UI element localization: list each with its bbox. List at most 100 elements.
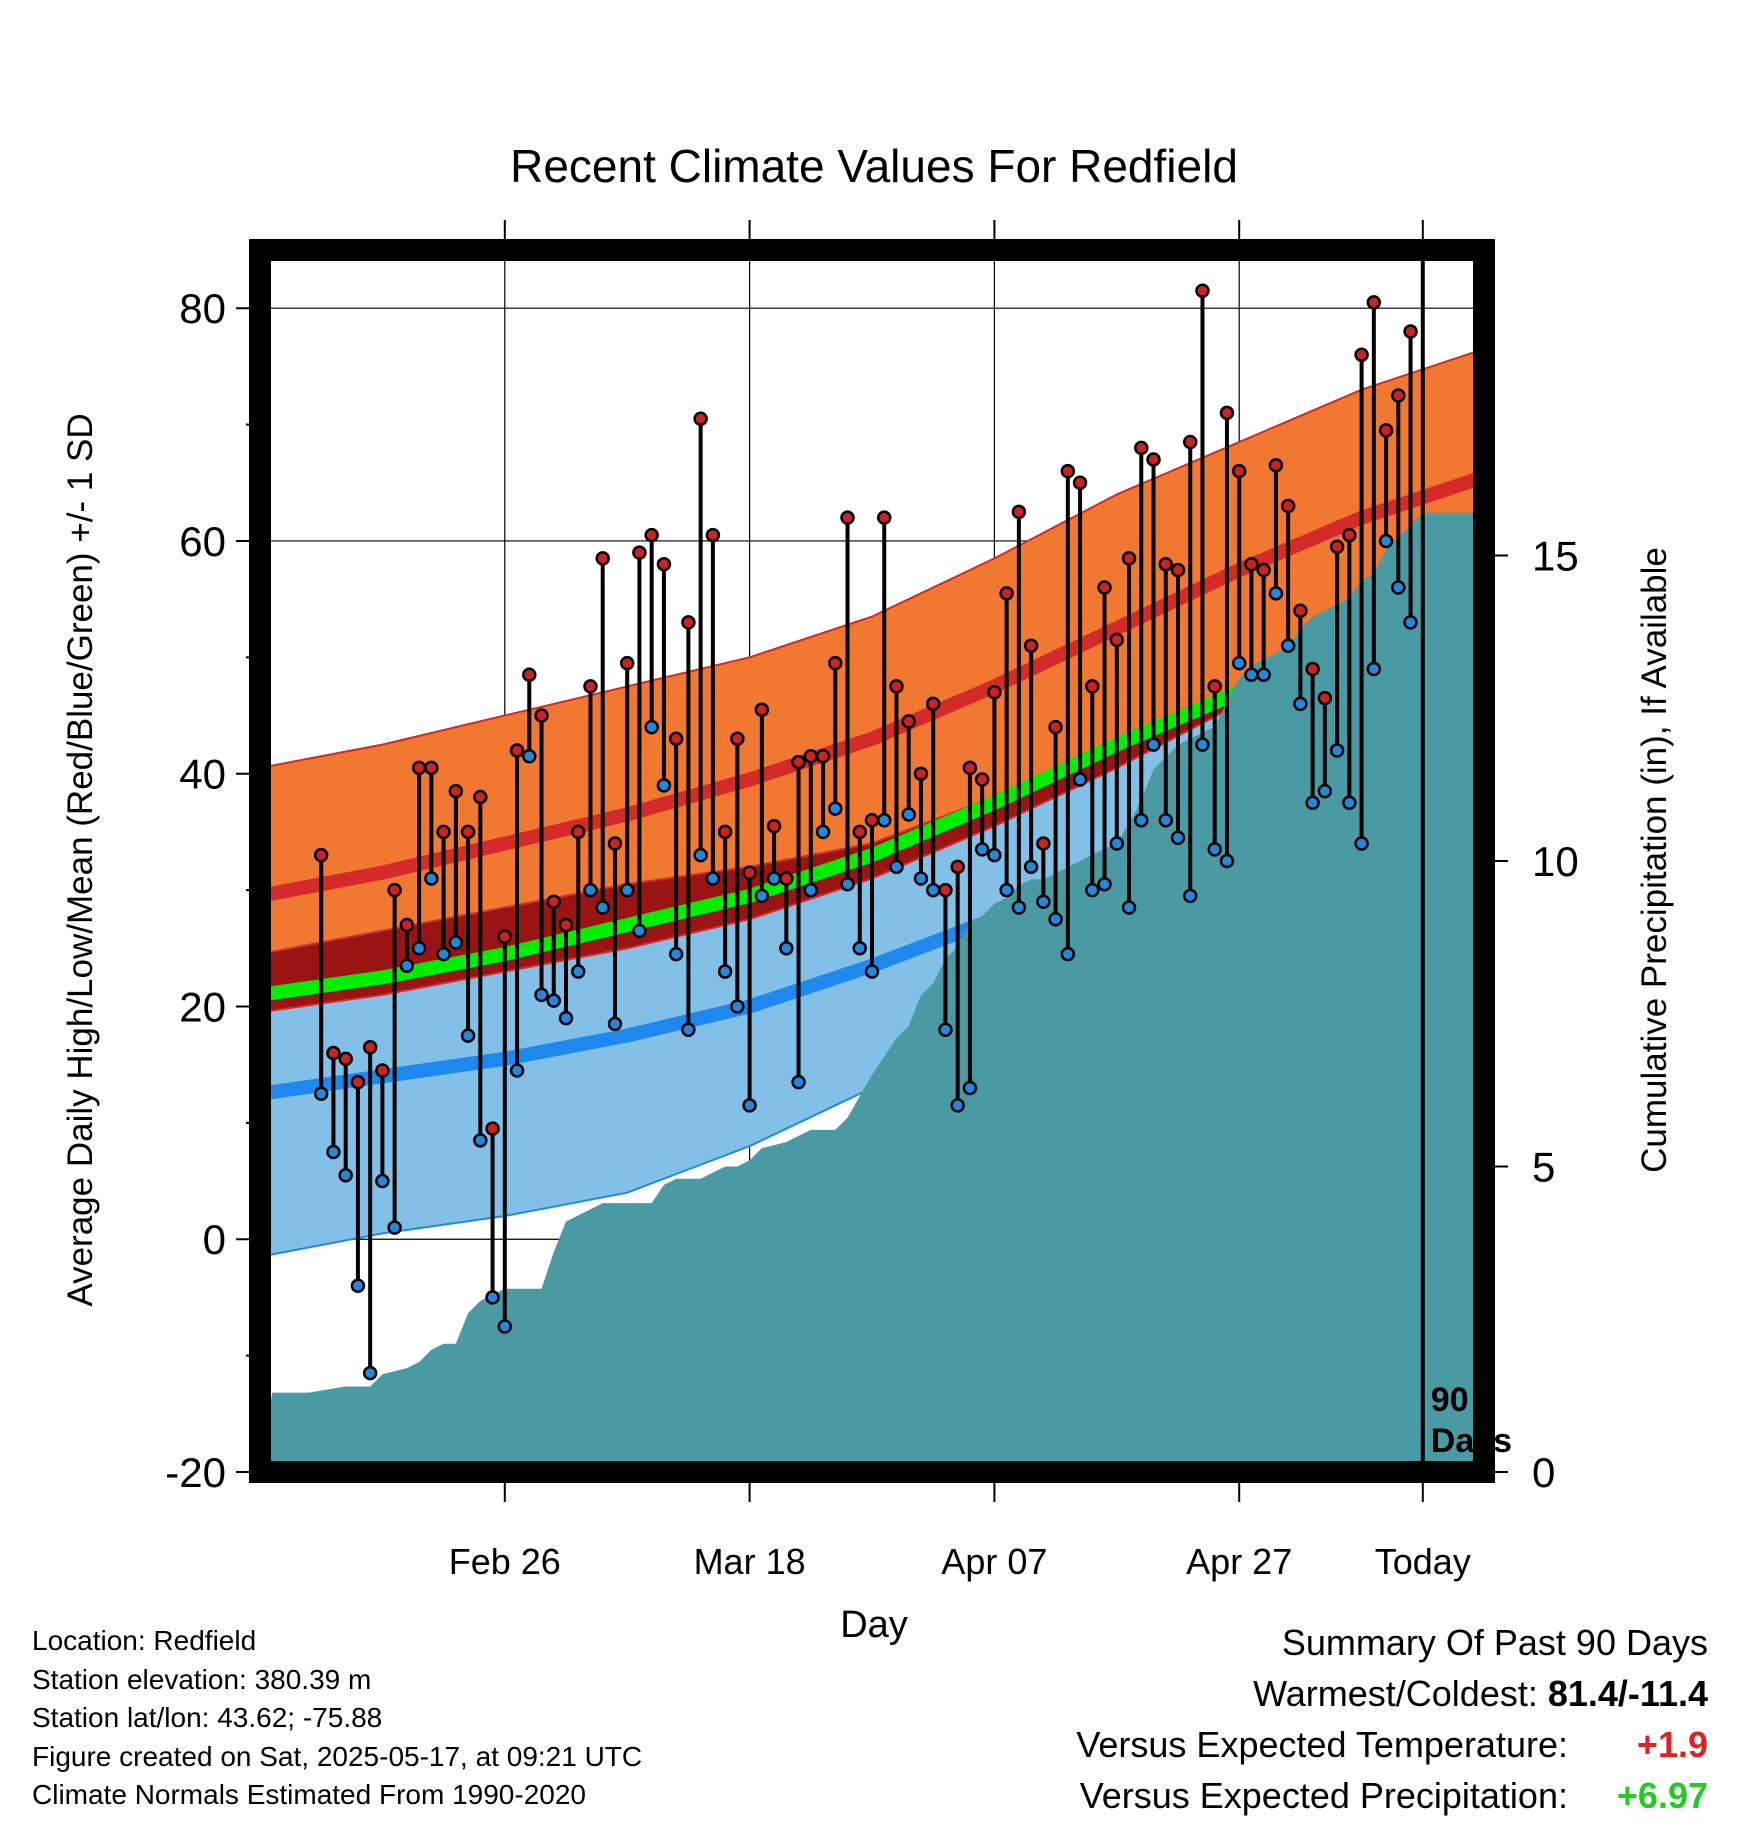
- temp-label: Versus Expected Temperature:: [1076, 1724, 1568, 1765]
- high-point: [1317, 690, 1333, 706]
- y2-tick-label: 0: [1532, 1449, 1555, 1496]
- y2-tick-label: 5: [1532, 1144, 1555, 1191]
- created-text: Figure created on Sat, 2025-05-17, at 09…: [32, 1740, 643, 1772]
- high-point: [1366, 295, 1382, 310]
- high-point: [840, 510, 855, 525]
- low-point: [1170, 830, 1186, 845]
- low-point: [326, 1144, 341, 1160]
- high-point: [362, 1039, 378, 1055]
- low-point: [1121, 900, 1137, 915]
- low-point: [313, 1086, 329, 1102]
- high-point: [387, 882, 402, 898]
- low-point: [1305, 795, 1320, 811]
- high-point: [730, 731, 745, 747]
- high-point: [705, 527, 721, 543]
- low-point: [1048, 911, 1063, 927]
- low-point: [534, 987, 549, 1003]
- high-point: [350, 1074, 366, 1090]
- normal-high-line: [260, 470, 1484, 903]
- low-point: [766, 871, 782, 886]
- normals-text: Climate Normals Estimated From 1990-2020: [32, 1779, 586, 1810]
- high-point: [1158, 556, 1174, 572]
- high-point: [1048, 719, 1063, 735]
- y2-tick-label: 15: [1532, 533, 1579, 580]
- low-point: [803, 882, 819, 898]
- low-point: [1097, 877, 1112, 892]
- low-point: [522, 749, 537, 764]
- high-point: [1060, 463, 1076, 479]
- low-point: [1378, 533, 1394, 549]
- high-point: [497, 929, 513, 944]
- high-point: [338, 1051, 353, 1067]
- high-point: [313, 847, 329, 863]
- x-tick-label: Apr 27: [1186, 1541, 1292, 1582]
- low-point: [1134, 813, 1149, 828]
- low-point: [436, 946, 451, 962]
- low-point: [1329, 743, 1345, 758]
- high-point: [1146, 452, 1161, 467]
- high-point: [766, 818, 782, 834]
- low-point: [864, 964, 880, 979]
- temp-value: +1.9: [1636, 1724, 1708, 1765]
- low-point: [595, 900, 610, 915]
- low-point: [1195, 737, 1210, 752]
- low-point: [1023, 859, 1039, 875]
- high-point: [656, 556, 672, 572]
- high-point: [1023, 638, 1039, 653]
- y2-axis-label: Cumulative Precipitation (in), If Availa…: [1635, 547, 1674, 1173]
- high-point: [779, 871, 794, 886]
- y-tick-label: 60: [179, 518, 226, 565]
- low-point: [1403, 615, 1418, 630]
- high-point: [1121, 551, 1137, 566]
- low-point: [1085, 882, 1100, 898]
- y2-tick-label: 10: [1532, 838, 1579, 885]
- chart-title: Recent Climate Values For Redfield: [510, 140, 1238, 192]
- high-point: [1256, 562, 1271, 578]
- high-point: [1182, 434, 1198, 450]
- high-point: [693, 411, 708, 427]
- low-point: [1244, 667, 1259, 683]
- low-point: [1256, 667, 1271, 683]
- low-point: [1109, 836, 1125, 851]
- high-point: [632, 545, 647, 560]
- high-point: [1391, 388, 1406, 403]
- low-point: [938, 1022, 953, 1038]
- low-point: [1231, 655, 1247, 671]
- high-point: [852, 824, 868, 840]
- low-point: [754, 888, 770, 904]
- low-point: [632, 923, 647, 939]
- high-point: [864, 813, 880, 828]
- high-point: [546, 894, 562, 909]
- low-point: [619, 882, 635, 898]
- low-point: [387, 1220, 402, 1235]
- low-point: [1060, 946, 1076, 962]
- location-text: Location: Redfield: [32, 1625, 257, 1656]
- summary-title: Summary Of Past 90 Days: [1281, 1622, 1708, 1663]
- high-point: [399, 917, 415, 933]
- high-point: [1085, 679, 1100, 694]
- low-point: [668, 946, 684, 962]
- high-point: [1305, 661, 1320, 677]
- high-point: [889, 679, 904, 694]
- high-point: [1378, 423, 1394, 438]
- low-point: [889, 859, 904, 875]
- low-point: [362, 1365, 378, 1381]
- low-point: [1354, 836, 1369, 851]
- low-point: [1317, 783, 1333, 799]
- high-point: [828, 655, 843, 671]
- high-point: [509, 743, 525, 758]
- y-tick-label: 0: [203, 1216, 226, 1263]
- high-point: [619, 655, 635, 671]
- high-point: [1219, 405, 1235, 421]
- high-point: [742, 865, 757, 880]
- high-point: [424, 760, 439, 776]
- low-point: [411, 941, 427, 956]
- high-point: [1403, 324, 1418, 339]
- high-point: [925, 696, 941, 712]
- high-point: [595, 551, 610, 566]
- y-tick-label: 80: [179, 285, 226, 332]
- high-point: [962, 760, 978, 776]
- x-tick-label: Mar 18: [694, 1541, 806, 1582]
